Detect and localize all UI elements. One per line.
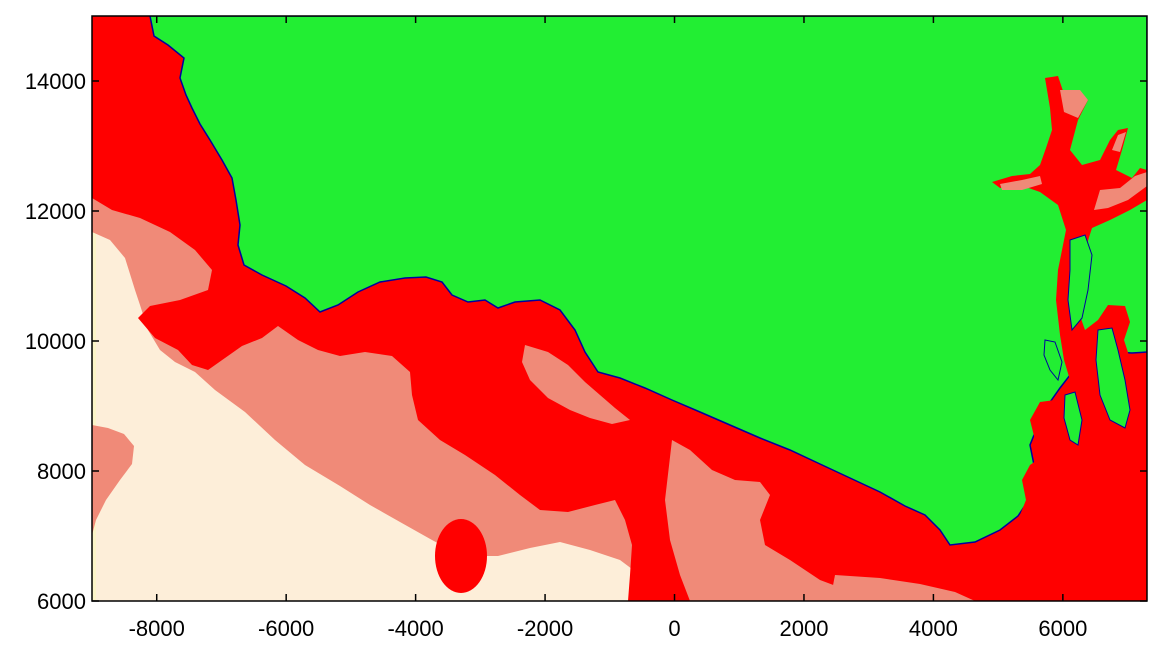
x-tick-label: 6000 <box>1038 616 1087 641</box>
x-tick-label: -8000 <box>129 616 185 641</box>
river-island-3 <box>1063 391 1083 446</box>
river-island-1 <box>1067 234 1093 332</box>
river-island-2 <box>1095 327 1131 429</box>
zone-red-oval <box>435 519 487 593</box>
zone-salmon-patch-3 <box>830 575 975 601</box>
river-island-4 <box>1043 339 1063 382</box>
zone-salmon-patch-2 <box>522 345 630 424</box>
y-tick-label: 8000 <box>37 459 86 484</box>
x-tick-label: -4000 <box>387 616 443 641</box>
x-axis: -8000 -6000 -4000 -2000 0 2000 4000 6000 <box>129 16 1087 641</box>
land-mass <box>149 16 1147 546</box>
y-axis: 6000 8000 10000 12000 14000 <box>25 69 1147 614</box>
x-tick-label: -2000 <box>517 616 573 641</box>
y-tick-label: 12000 <box>25 199 86 224</box>
zone-salmon-patch-1 <box>665 440 900 601</box>
zone-salmon-blob <box>92 425 134 535</box>
x-tick-label: 0 <box>668 616 680 641</box>
map-plot-area <box>92 16 1147 601</box>
zone-pale-edge <box>92 16 96 601</box>
x-tick-label: 2000 <box>779 616 828 641</box>
map-frame <box>91 15 1148 602</box>
x-tick-label: 4000 <box>909 616 958 641</box>
y-tick-label: 10000 <box>25 329 86 354</box>
x-tick-label: -6000 <box>258 616 314 641</box>
river-salmon <box>1000 90 1147 210</box>
y-tick-label: 6000 <box>37 589 86 614</box>
y-tick-label: 14000 <box>25 69 86 94</box>
